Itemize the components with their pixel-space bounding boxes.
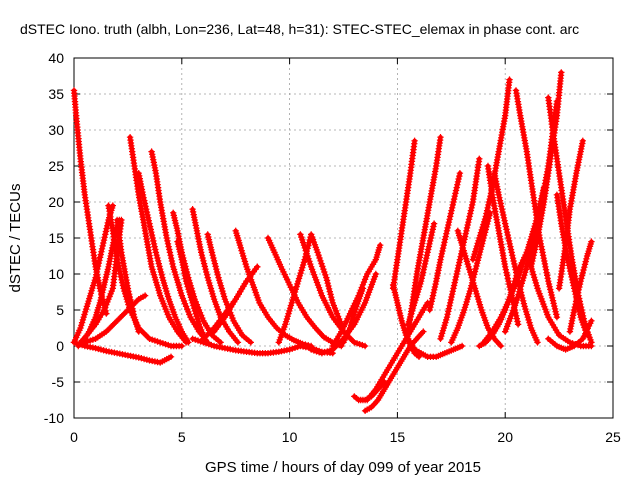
series-markers <box>405 335 466 360</box>
data-series <box>364 299 431 404</box>
data-series <box>545 317 595 353</box>
x-tick-label: 10 <box>282 429 298 445</box>
data-series <box>361 328 427 414</box>
y-axis-label: dSTEC / TECUs <box>7 184 24 293</box>
x-tick-label: 25 <box>605 429 621 445</box>
data-series <box>405 220 438 328</box>
data-series <box>126 134 190 346</box>
data-series <box>275 231 345 346</box>
y-tick-label: 40 <box>48 50 64 66</box>
series-markers <box>361 328 427 414</box>
y-tick-label: 30 <box>48 122 64 138</box>
series-markers <box>566 238 595 335</box>
data-series <box>70 339 175 366</box>
data-series <box>105 202 185 350</box>
series-markers <box>329 242 384 350</box>
y-tick-label: 20 <box>48 194 64 210</box>
series-markers <box>555 137 586 292</box>
data-series <box>174 238 207 339</box>
data-series <box>135 170 192 346</box>
series-markers <box>126 134 190 346</box>
series-markers <box>448 209 494 346</box>
data-series <box>329 242 384 350</box>
series-markers <box>545 317 595 353</box>
data-series <box>437 155 483 342</box>
series-markers <box>389 137 418 292</box>
series-markers <box>275 231 345 346</box>
series-markers <box>364 299 431 404</box>
y-tick-label: 35 <box>48 86 64 102</box>
data-series <box>405 335 466 360</box>
series-layer <box>70 69 595 414</box>
series-markers <box>174 238 207 339</box>
data-series <box>426 170 464 314</box>
y-tick-label: 10 <box>48 266 64 282</box>
data-series <box>210 263 261 335</box>
series-line <box>362 329 426 414</box>
data-series <box>189 206 242 346</box>
y-tick-label: 5 <box>56 302 64 318</box>
series-markers <box>70 87 110 317</box>
data-series <box>70 87 110 317</box>
data-series <box>448 209 494 346</box>
y-tick-label: 15 <box>48 230 64 246</box>
series-markers <box>135 170 192 346</box>
tick-labels: 0 5 10 15 20 25 -10 -5 0 5 10 15 20 25 30 35 40 <box>44 50 621 445</box>
y-tick-label: 0 <box>56 338 64 354</box>
y-tick-label: -10 <box>44 410 64 426</box>
x-tick-label: 20 <box>497 429 513 445</box>
x-tick-label: 5 <box>178 429 186 445</box>
series-markers <box>426 170 464 314</box>
series-markers <box>210 263 261 335</box>
x-tick-label: 15 <box>390 429 406 445</box>
series-markers <box>148 148 211 346</box>
chart-title: dSTEC Iono. truth (albh, Lon=236, Lat=48… <box>20 21 579 37</box>
data-series <box>232 227 315 350</box>
axis-ticks <box>73 57 614 419</box>
data-series <box>389 137 418 292</box>
series-markers <box>469 76 513 263</box>
x-tick-label: 0 <box>70 429 78 445</box>
series-markers <box>437 155 483 342</box>
series-markers <box>454 227 505 350</box>
data-series <box>553 191 591 339</box>
data-series <box>566 238 595 335</box>
series-markers <box>232 227 315 350</box>
data-series <box>148 148 211 346</box>
series-markers <box>405 220 438 328</box>
data-series <box>555 137 586 292</box>
y-tick-label: 25 <box>48 158 64 174</box>
series-line <box>298 232 368 349</box>
x-axis-label: GPS time / hours of day 099 of year 2015 <box>205 459 481 476</box>
y-tick-label: -5 <box>52 374 65 390</box>
series-markers <box>340 285 367 346</box>
data-series <box>340 285 367 346</box>
series-markers <box>105 202 185 350</box>
